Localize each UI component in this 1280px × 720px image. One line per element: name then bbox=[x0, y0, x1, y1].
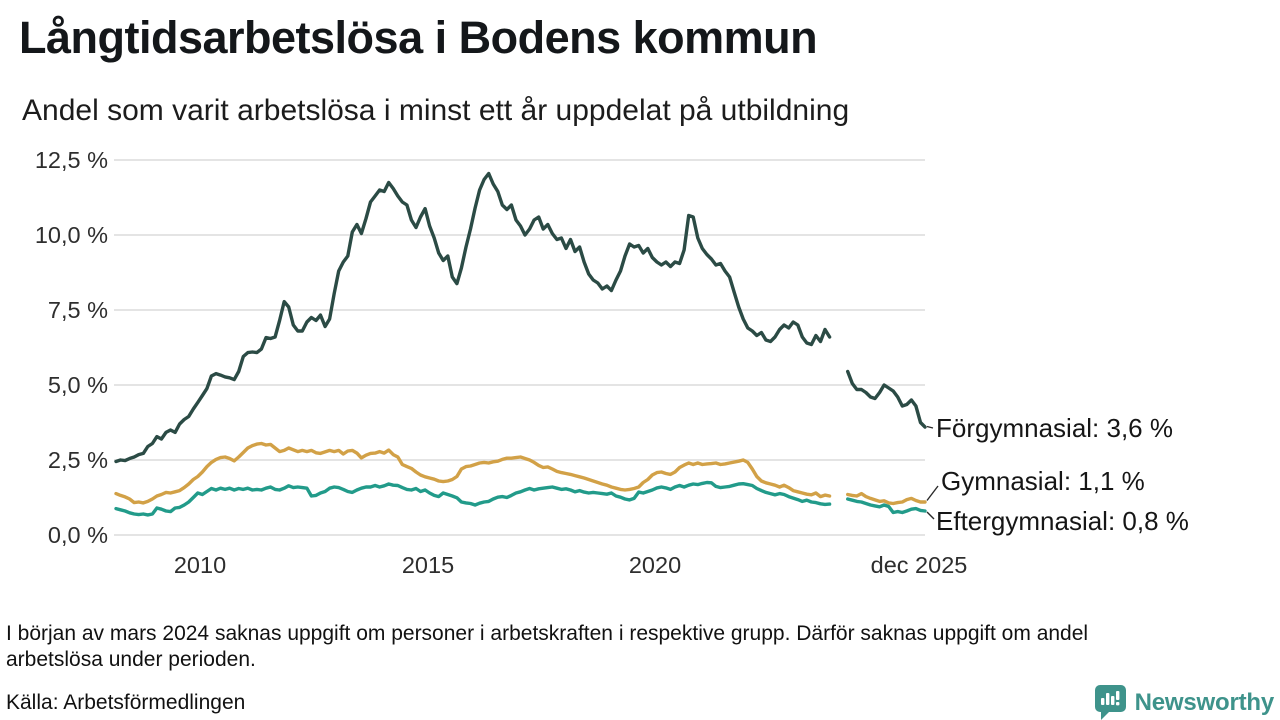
footnote: I början av mars 2024 saknas uppgift om … bbox=[6, 622, 1089, 671]
y-tick-3: 7,5 % bbox=[48, 297, 108, 323]
newsworthy-logo[interactable]: Newsworthy bbox=[1094, 685, 1275, 720]
gridlines bbox=[114, 159, 925, 536]
x-tick-2010: 2010 bbox=[174, 552, 226, 578]
x-tick-2015: 2015 bbox=[402, 552, 454, 578]
end-label-gymnasial: Gymnasial: 1,1 % bbox=[941, 466, 1145, 496]
y-tick-1: 2,5 % bbox=[48, 447, 108, 473]
speech-bubble-bar-chart-icon bbox=[1094, 685, 1126, 720]
y-axis-labels: 0,0 % 2,5 % 5,0 % 7,5 % 10,0 % 12,5 % bbox=[35, 147, 108, 548]
page-title: Långtidsarbetslösa i Bodens kommun bbox=[19, 12, 818, 63]
x-axis-labels: 2010 2015 2020 dec 2025 bbox=[174, 552, 967, 578]
x-tick-dec-2025: dec 2025 bbox=[871, 552, 968, 578]
chart-subtitle: Andel som varit arbetslösa i minst ett å… bbox=[22, 94, 850, 127]
newsworthy-logo-text: Newsworthy bbox=[1134, 688, 1275, 716]
y-tick-2: 5,0 % bbox=[48, 372, 108, 398]
end-label-forgymnasial: Förgymnasial: 3,6 % bbox=[936, 413, 1173, 443]
series-lines bbox=[114, 171, 927, 517]
series-end-labels: Förgymnasial: 3,6 % Gymnasial: 1,1 % Eft… bbox=[936, 413, 1189, 536]
y-tick-0: 0,0 % bbox=[48, 522, 108, 548]
y-tick-5: 12,5 % bbox=[35, 147, 108, 173]
x-tick-2020: 2020 bbox=[629, 552, 681, 578]
label-connector-lines bbox=[926, 425, 939, 520]
y-tick-4: 10,0 % bbox=[35, 222, 108, 248]
end-label-eftergymnasial: Eftergymnasial: 0,8 % bbox=[936, 506, 1189, 536]
source-attribution: Källa: Arbetsförmedlingen bbox=[6, 691, 246, 714]
